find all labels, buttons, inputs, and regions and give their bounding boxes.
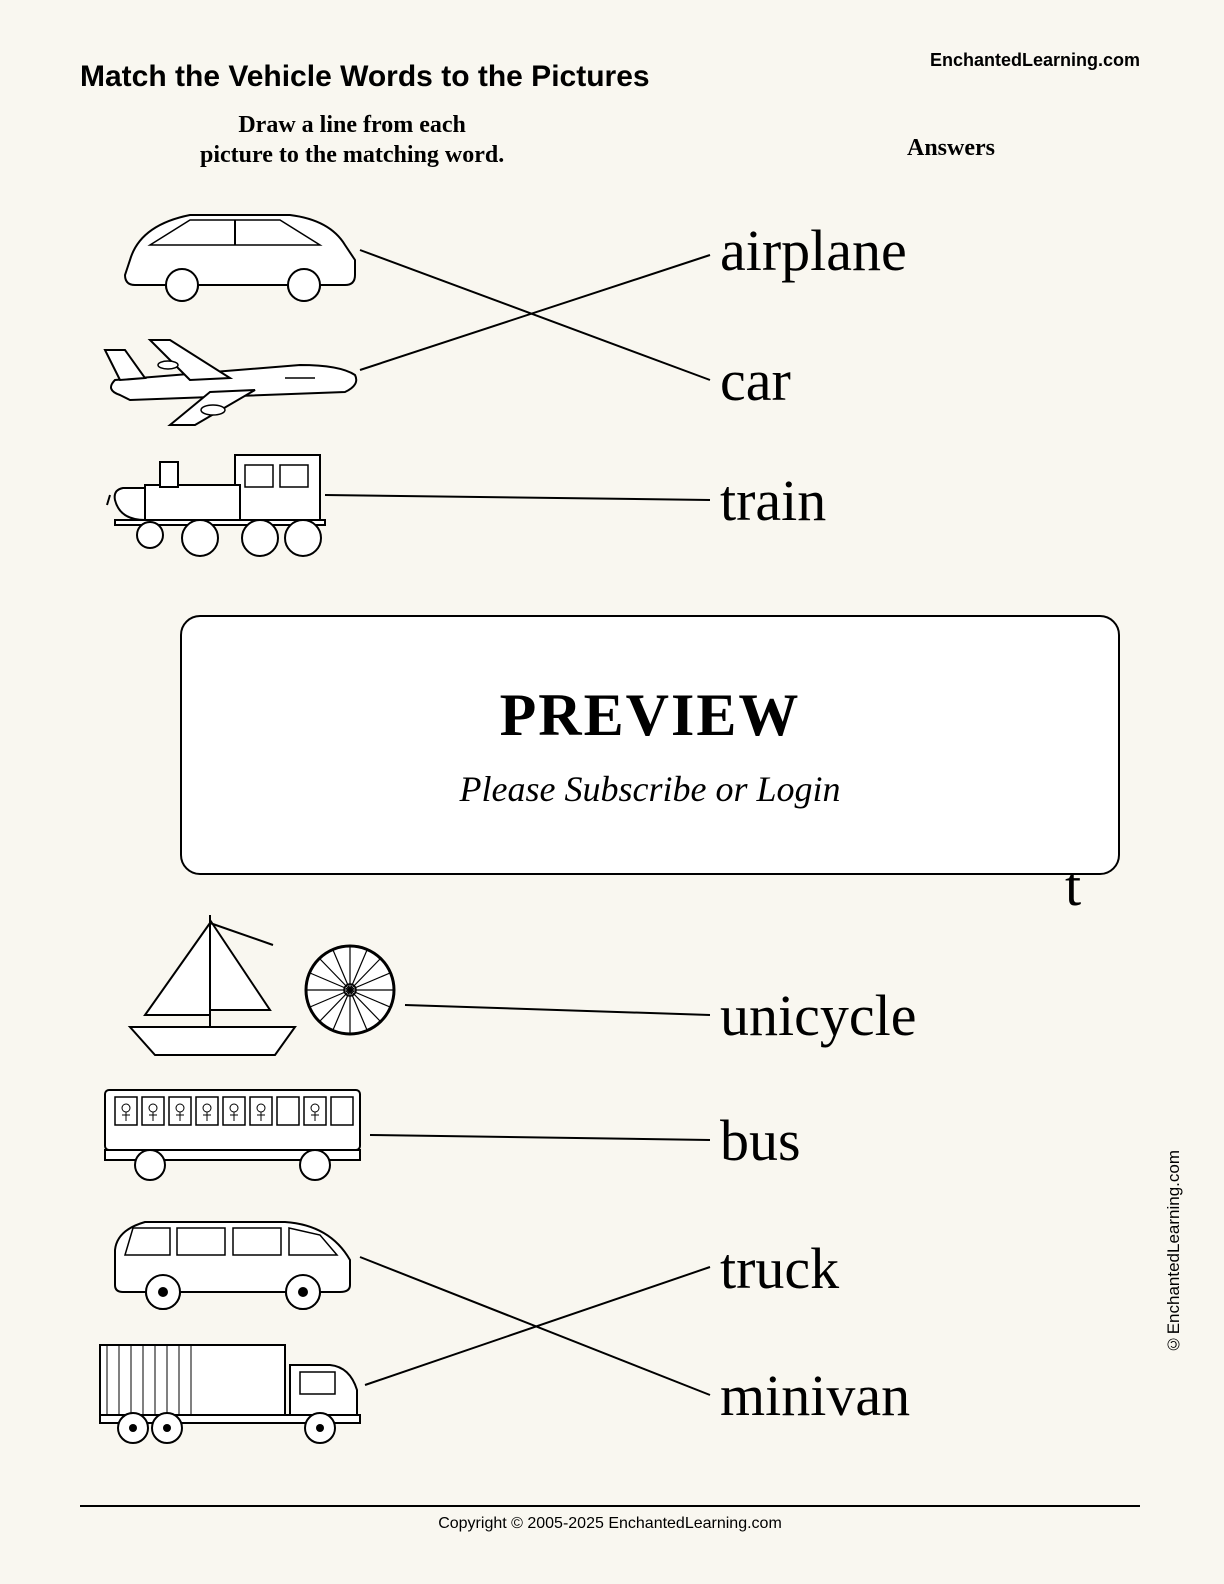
word-train: train bbox=[720, 468, 826, 533]
copyright-footer: Copyright © 2005-2025 EnchantedLearning.… bbox=[80, 1515, 1140, 1533]
footer: Copyright © 2005-2025 EnchantedLearning.… bbox=[80, 1505, 1140, 1533]
footer-divider bbox=[80, 1505, 1140, 1507]
sailboat-icon bbox=[130, 915, 295, 1055]
airplane-icon bbox=[105, 340, 356, 425]
instructions-text: Draw a line from eachpicture to the matc… bbox=[200, 110, 504, 170]
preview-overlay: PREVIEW Please Subscribe or Login bbox=[180, 615, 1120, 875]
car-icon bbox=[125, 215, 355, 301]
copyright-side: ©EnchantedLearning.com bbox=[1164, 1150, 1184, 1353]
word-airplane: airplane bbox=[720, 218, 907, 283]
word-car: car bbox=[720, 348, 791, 413]
word-minivan: minivan bbox=[720, 1363, 910, 1428]
overlay-subtitle: Please Subscribe or Login bbox=[460, 768, 841, 810]
unicycle-wheel-icon bbox=[306, 946, 394, 1034]
bus-icon bbox=[105, 1090, 360, 1180]
word-truck: truck bbox=[720, 1236, 839, 1301]
overlay-title: PREVIEW bbox=[500, 681, 801, 750]
answers-label: Answers bbox=[907, 135, 995, 162]
truck-icon bbox=[100, 1345, 360, 1443]
minivan-icon bbox=[115, 1222, 350, 1309]
word-unicycle: unicycle bbox=[720, 983, 916, 1048]
site-name-top: EnchantedLearning.com bbox=[930, 50, 1140, 71]
train-icon bbox=[107, 455, 325, 556]
word-bus: bus bbox=[720, 1108, 801, 1173]
